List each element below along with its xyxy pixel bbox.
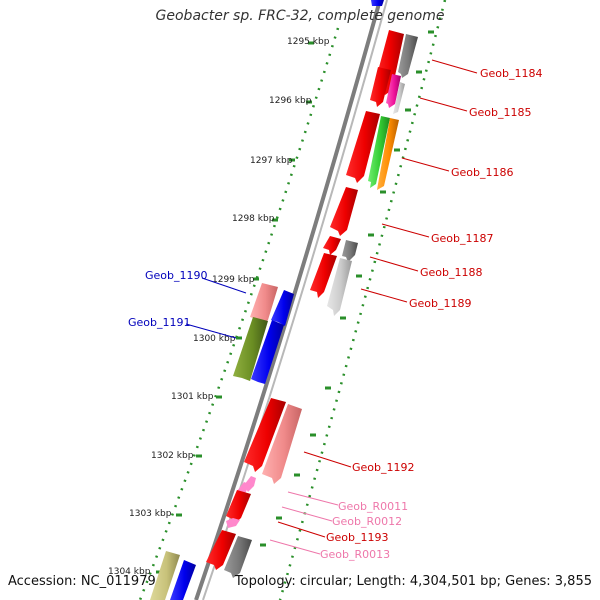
scale-label: 1298 kbp	[232, 214, 275, 224]
gene-arrow-top[interactable]	[371, 0, 384, 6]
feature-arrows-outer	[206, 0, 418, 578]
gene-label[interactable]: Geob_1187	[431, 232, 494, 245]
gene-label[interactable]: Geob_1188	[420, 266, 483, 279]
gene-arrow-1193c[interactable]	[206, 530, 236, 570]
gene-label[interactable]: Geob_1186	[451, 166, 514, 179]
label-leader-lines	[185, 59, 478, 555]
gene-label[interactable]: Geob_R0013	[320, 548, 390, 561]
scale-label: 1296 kbp	[269, 96, 312, 106]
gene-labels: Geob_1184 Geob_1185 Geob_1186 Geob_1187 …	[128, 67, 543, 561]
genome-summary-text: Topology: circular; Length: 4,304,501 bp…	[234, 574, 592, 589]
gene-label[interactable]: Geob_R0011	[338, 500, 408, 513]
gene-label[interactable]: Geob_R0012	[332, 515, 402, 528]
gene-label[interactable]: Geob_1192	[352, 461, 415, 474]
gene-arrow-1192b[interactable]	[244, 398, 286, 472]
gene-arrow-1192[interactable]	[262, 404, 302, 484]
gene-label[interactable]: Geob_1193	[326, 531, 389, 544]
scale-label: 1299 kbp	[212, 275, 255, 285]
gene-arrow-1191a[interactable]	[233, 317, 268, 381]
scale-label: 1300 kbp	[193, 334, 236, 344]
scale-label: 1304 kbp	[108, 567, 151, 577]
scale-labels: 1295 kbp 1296 kbp 1297 kbp 1298 kbp 1299…	[108, 37, 330, 577]
gene-arrow-1186c[interactable]	[377, 118, 399, 190]
feature-arrows-inner	[150, 283, 294, 600]
gene-label[interactable]: Geob_1191	[128, 316, 191, 329]
gene-arrow-1187[interactable]	[330, 187, 358, 236]
gene-arrow-1190a[interactable]	[250, 283, 278, 326]
scale-tick-marks	[156, 41, 314, 574]
scale-label: 1301 kbp	[171, 392, 214, 402]
gene-arrow-1184b[interactable]	[398, 34, 418, 78]
gene-arrow-1186[interactable]	[346, 111, 380, 183]
gene-arrow-1191b[interactable]	[251, 320, 284, 384]
gene-arrow-1185c[interactable]	[393, 82, 405, 114]
scale-label: 1297 kbp	[250, 156, 293, 166]
gene-arrow-bottom-khaki[interactable]	[150, 551, 180, 600]
gene-arrow-1193b[interactable]	[226, 518, 240, 528]
gene-arrow-bottom-blue[interactable]	[170, 560, 196, 600]
gene-arrow-1187b[interactable]	[323, 236, 341, 255]
gene-label[interactable]: Geob_1189	[409, 297, 472, 310]
gene-arrow-1185[interactable]	[370, 67, 391, 107]
gene-arrow-1186b[interactable]	[368, 116, 390, 188]
outer-tick-marks	[260, 30, 434, 547]
gene-arrow-1188b[interactable]	[327, 258, 352, 316]
scale-label: 1303 kbp	[129, 509, 172, 519]
accession-text: Accession: NC_011979	[8, 574, 156, 589]
gene-arrow-1193[interactable]	[226, 490, 251, 524]
gene-label[interactable]: Geob_1190	[145, 269, 208, 282]
map-title: Geobacter sp. FRC-32, complete genome	[155, 8, 445, 24]
scale-label: 1295 kbp	[287, 37, 330, 47]
scale-label: 1302 kbp	[151, 451, 194, 461]
gene-arrow-1188[interactable]	[342, 240, 358, 262]
gene-label[interactable]: Geob_1184	[480, 67, 543, 80]
gene-label[interactable]: Geob_1185	[469, 106, 532, 119]
gene-arrow-R0013[interactable]	[224, 536, 252, 578]
gene-arrow-1190b[interactable]	[271, 290, 294, 326]
gene-arrow-1185b[interactable]	[386, 74, 401, 108]
gene-arrow-1189[interactable]	[310, 253, 337, 298]
